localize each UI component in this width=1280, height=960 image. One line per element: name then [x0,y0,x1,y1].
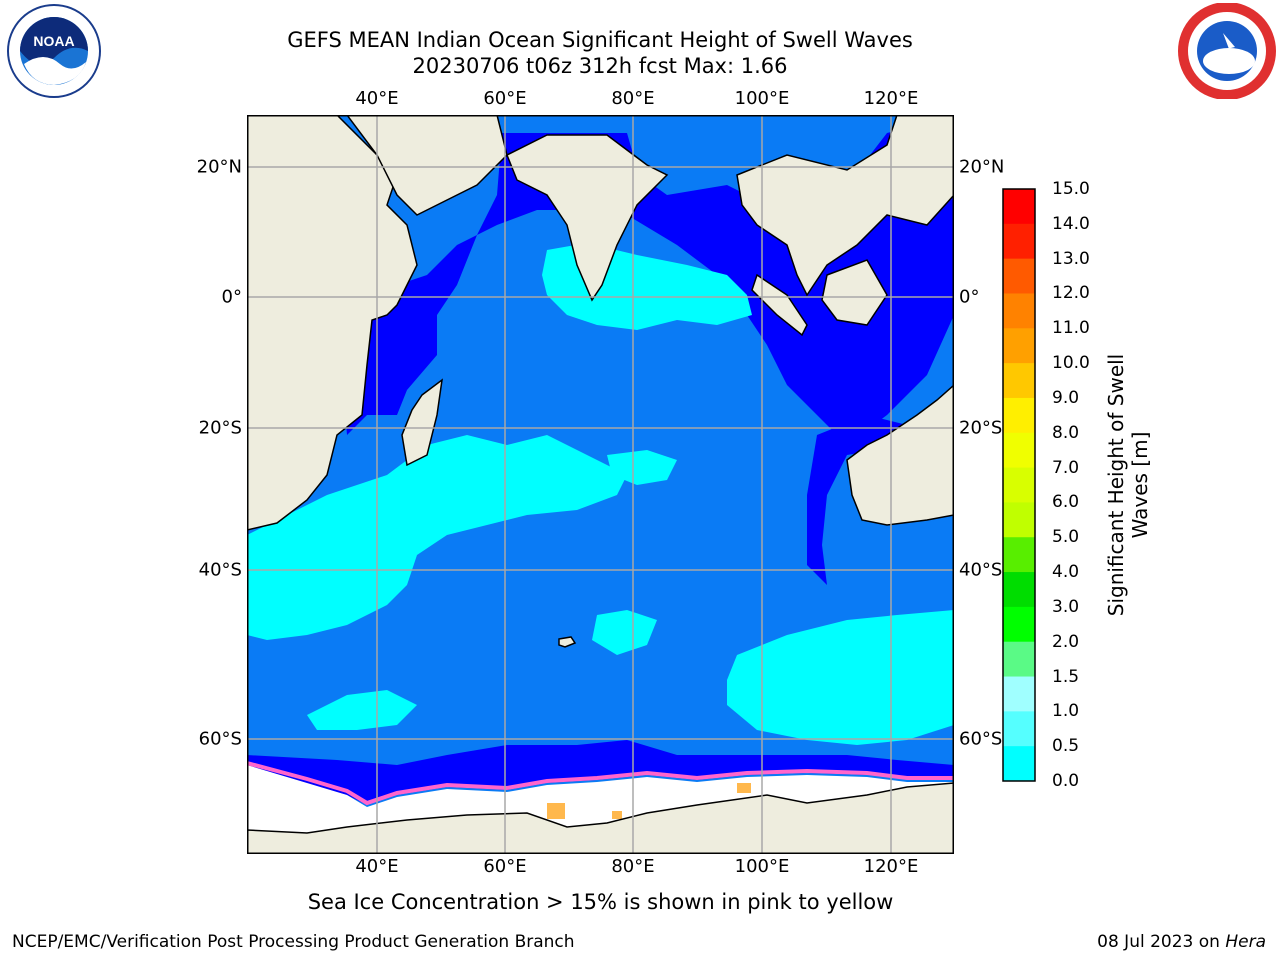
colorbar-band [1003,293,1035,329]
land-masses [247,115,954,854]
colorbar-band [1003,746,1035,782]
lat-tick-right-0: 0° [959,286,980,308]
colorbar-band [1003,502,1035,538]
sea-ice-high-concentration [547,783,751,819]
colorbar-band [1003,467,1035,503]
colorbar-tick-label: 10.0 [1052,353,1090,374]
colorbar-title: Significant Height of Swell Waves [m] [1104,354,1152,616]
colorbar-band [1003,258,1035,294]
lat-tick-left-40s: 40°S [198,559,242,581]
colorbar-tick-label: 4.0 [1052,562,1080,583]
swell-height-map [247,115,954,854]
lat-tick-right-40s: 40°S [959,559,1003,581]
colorbar-tick-label: 8.0 [1052,422,1080,443]
colorbar-title-line2: Waves [m] [1128,431,1152,539]
colorbar-band [1003,676,1035,712]
colorbar-tick-label: 12.0 [1052,283,1090,304]
colorbar-band [1003,328,1035,364]
colorbar-band [1003,641,1035,678]
colorbar-tick-label: 2.0 [1052,631,1080,652]
colorbar-tick-label: 9.0 [1052,387,1080,408]
colorbar-tick-label: 5.0 [1052,527,1080,548]
footer-date-text: 08 Jul 2023 on [1097,932,1220,952]
colorbar-band [1003,223,1035,260]
lat-tick-left-20s: 20°S [198,417,242,439]
kerguelen-island [558,636,577,648]
lon-tick-bottom-40e: 40°E [355,856,399,877]
colorbar-tick-label: 1.0 [1052,701,1080,722]
lon-tick-top-100e: 100°E [734,88,790,109]
lon-tick-bottom-60e: 60°E [483,856,527,877]
colorbar-frame [1002,188,1036,782]
colorbar-band [1003,572,1035,608]
chart-subtitle: 20230706 t06z 312h fcst Max: 1.66 [412,54,788,78]
lon-tick-bottom-100e: 100°E [734,856,790,877]
footer-host: Hera [1225,932,1266,952]
chart-title: GEFS MEAN Indian Ocean Significant Heigh… [287,28,913,52]
arabia-landmass [346,115,508,216]
madagascar-landmass [401,378,443,467]
colorbar-band [1003,189,1035,225]
svg-text:NOAA: NOAA [33,33,74,49]
footer-credit: NCEP/EMC/Verification Post Processing Pr… [12,932,575,952]
lat-tick-right-20n: 20°N [959,156,1005,178]
antarctica-landmass [247,782,954,854]
colorbar-tick-label: 14.0 [1052,213,1090,234]
colorbar-tick-label: 0.5 [1052,736,1080,757]
colorbar-tick-label: 0.0 [1052,771,1080,791]
sea-ice-edge [247,761,954,806]
colorbar-tick-label: 13.0 [1052,248,1090,269]
moderate-swell-regions [247,243,954,745]
lat-tick-left-60s: 60°S [198,728,242,750]
colorbar-tick-label: 11.0 [1052,318,1090,339]
colorbar-tick-label: 15.0 [1052,179,1090,199]
lon-tick-bottom-120e: 120°E [863,856,919,877]
australia-landmass [846,383,954,526]
colorbar-band [1003,397,1035,434]
footer-date: 08 Jul 2023 on Hera [1097,932,1266,952]
graticule [247,115,954,854]
colorbar-tick-label: 3.0 [1052,596,1080,617]
colorbar-band [1003,432,1035,469]
colorbar-tick-label: 1.5 [1052,666,1080,687]
sea-ice-caption: Sea Ice Concentration > 15% is shown in … [307,890,894,914]
colorbar-band [1003,537,1035,573]
colorbar-title-line1: Significant Height of Swell [1104,353,1128,617]
lon-tick-bottom-80e: 80°E [611,856,655,877]
lat-tick-left-0: 0° [221,286,242,308]
lat-tick-left-20n: 20°N [196,156,242,178]
colorbar-band [1003,711,1035,747]
sumatra-landmass [751,273,808,337]
lon-tick-top-120e: 120°E [863,88,919,109]
southeast-asia-landmass [736,115,954,297]
colorbar-tick-label: 6.0 [1052,492,1080,513]
colorbar-band [1003,363,1035,399]
lon-tick-top-40e: 40°E [355,88,399,109]
lon-tick-top-60e: 60°E [483,88,527,109]
lon-tick-top-80e: 80°E [611,88,655,109]
borneo-landmass [821,259,888,326]
noaa-logo: NOAA [7,4,101,98]
lat-tick-right-60s: 60°S [959,728,1003,750]
colorbar-band [1003,606,1035,643]
map-frame [247,115,954,854]
colorbar [1002,188,1036,782]
nws-logo [1178,3,1276,99]
india-landmass [506,134,669,302]
lat-tick-right-20s: 20°S [959,417,1003,439]
colorbar-tick-label: 7.0 [1052,457,1080,478]
